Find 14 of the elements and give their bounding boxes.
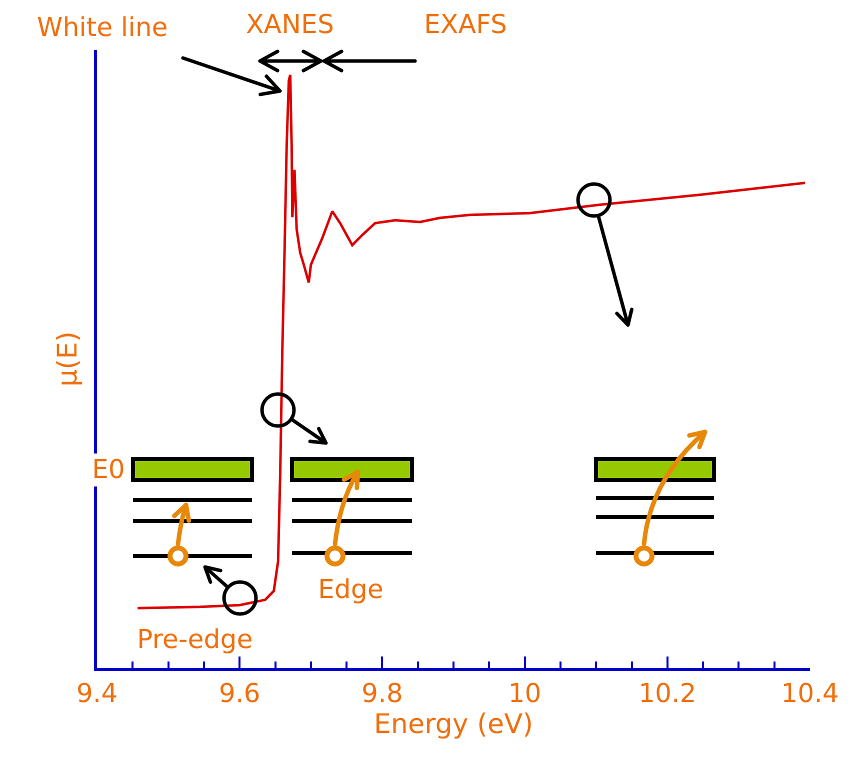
text: White line: [37, 13, 168, 43]
x-tick-label: 9.6: [218, 678, 260, 709]
annotation: Edge: [318, 575, 384, 605]
x-tick-label: 10.2: [638, 678, 696, 709]
y-axis-title: μ(E): [52, 331, 84, 387]
annotation: E0: [92, 455, 125, 485]
x-tick-label: 9.8: [362, 678, 403, 709]
text: XANES: [246, 10, 334, 40]
annotation: Pre-edge: [137, 625, 253, 655]
x-tick-label: 10: [508, 678, 542, 709]
x-tick-label: 9.4: [76, 678, 118, 709]
text: EXAFS: [424, 10, 508, 40]
x-tick-label: 10.4: [781, 678, 839, 709]
x-axis-title: Energy (eV): [374, 708, 534, 740]
